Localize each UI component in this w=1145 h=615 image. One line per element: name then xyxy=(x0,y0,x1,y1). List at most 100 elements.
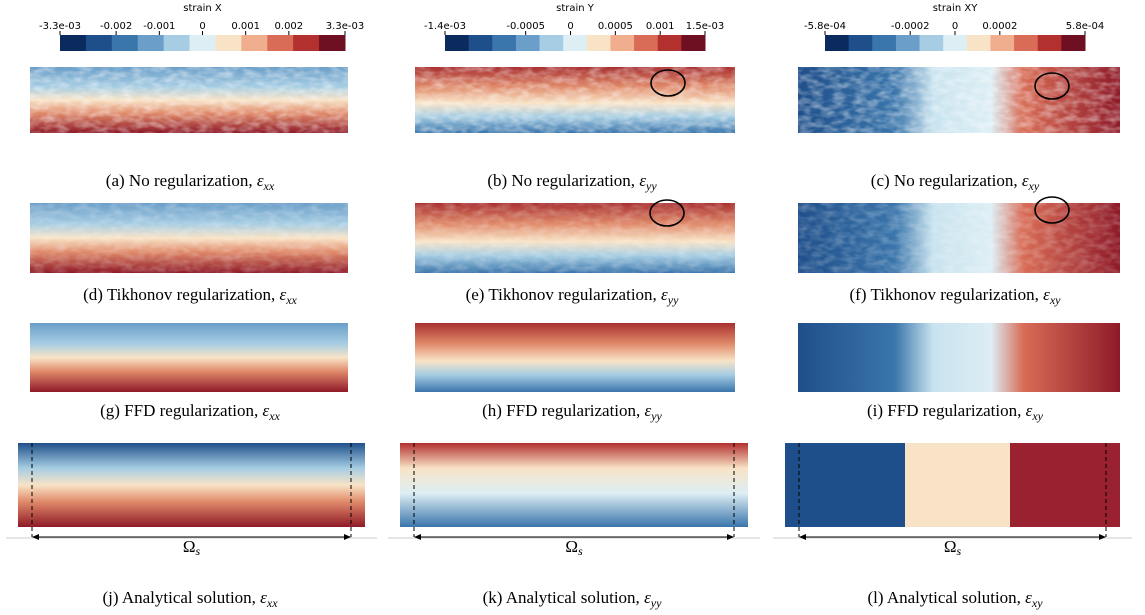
caption: (h) FFD regularization, εyy xyxy=(482,401,662,423)
colorbar-title: strain Y xyxy=(556,3,595,14)
caption-symbol: ε xyxy=(661,285,668,304)
strain-field xyxy=(30,323,348,392)
caption-sub: yy xyxy=(650,409,662,423)
field-noise xyxy=(415,67,735,133)
caption-symbol: ε xyxy=(1025,588,1032,607)
colorbar-swatch xyxy=(943,35,968,51)
caption-sub: xy xyxy=(1028,179,1040,193)
domain-symbol: Ω xyxy=(565,537,578,556)
colorbar-swatch xyxy=(215,35,242,51)
colorbar-swatch xyxy=(848,35,873,51)
caption-text: (e) Tikhonov regularization, xyxy=(466,285,661,304)
caption-text: (a) No regularization, xyxy=(106,171,257,190)
colorbar-tick-label: 0.001 xyxy=(646,21,675,32)
colorbar-swatch xyxy=(1014,35,1039,51)
caption: (j) Analytical solution, εxx xyxy=(102,588,278,610)
caption-sub: xx xyxy=(266,596,278,610)
caption-symbol: ε xyxy=(644,588,651,607)
caption-sub: yy xyxy=(645,179,657,193)
domain-sub: s xyxy=(578,544,583,558)
caption-sub: xx xyxy=(263,179,275,193)
highlight-circle xyxy=(649,199,685,227)
colorbar-tick-label: -3.3e-03 xyxy=(39,21,81,32)
caption: (f) Tikhonov regularization, εxy xyxy=(850,285,1062,307)
caption-symbol: ε xyxy=(639,171,646,190)
colorbar-swatch xyxy=(586,35,611,51)
colorbar-swatch xyxy=(137,35,165,51)
strain-field xyxy=(18,443,365,527)
colorbar-swatch xyxy=(1061,35,1086,51)
caption-text: (i) FFD regularization, xyxy=(867,401,1026,420)
colorbar-swatch xyxy=(445,35,470,51)
caption-sub: xy xyxy=(1031,409,1043,423)
field-noise xyxy=(30,203,348,273)
colorbar-tick-label: -5.8e-04 xyxy=(804,21,846,32)
caption-text: (f) Tikhonov regularization, xyxy=(850,285,1044,304)
colorbar-tick-label: -0.002 xyxy=(100,21,132,32)
colorbar-tick-label: 0.002 xyxy=(275,21,304,32)
domain-sub: s xyxy=(195,544,200,558)
domain-label: Ωs xyxy=(565,537,583,558)
colorbar-tick-label: -0.001 xyxy=(143,21,175,32)
colorbar-title: strain X xyxy=(183,3,222,14)
field-noise xyxy=(415,203,735,273)
domain-label: Ωs xyxy=(944,537,962,558)
colorbar-swatch xyxy=(1037,35,1062,51)
caption: (l) Analytical solution, εxy xyxy=(867,588,1043,610)
caption-symbol: ε xyxy=(257,171,264,190)
domain-sub: s xyxy=(956,544,961,558)
colorbar-tick-label: 0 xyxy=(952,21,958,32)
colorbar-tick-label: 3.3e-03 xyxy=(326,21,364,32)
colorbar-swatch xyxy=(111,35,139,51)
highlight-circle xyxy=(650,69,686,97)
colorbar-swatch xyxy=(563,35,588,51)
colorbar-swatch xyxy=(681,35,706,51)
caption-symbol: ε xyxy=(280,285,287,304)
colorbar-swatch xyxy=(657,35,682,51)
caption-sub: yy xyxy=(667,293,679,307)
strain-field xyxy=(400,443,748,527)
caption: (d) Tikhonov regularization, εxx xyxy=(83,285,297,307)
colorbar-swatch xyxy=(825,35,850,51)
colorbar-swatch xyxy=(267,35,294,51)
colorbar-swatch xyxy=(492,35,517,51)
caption-symbol: ε xyxy=(260,588,267,607)
colorbar-swatch xyxy=(189,35,216,51)
caption-symbol: ε xyxy=(645,401,652,420)
caption: (g) FFD regularization, εxx xyxy=(100,401,280,423)
caption-symbol: ε xyxy=(1026,401,1033,420)
colorbar-tick-label: 0.001 xyxy=(231,21,260,32)
colorbar-swatch xyxy=(85,35,113,51)
caption-sub: xy xyxy=(1049,293,1061,307)
caption-sub: yy xyxy=(650,596,662,610)
colorbar-swatch xyxy=(468,35,493,51)
caption-symbol: ε xyxy=(1043,285,1050,304)
caption-sub: xy xyxy=(1031,596,1043,610)
caption-text: (j) Analytical solution, xyxy=(102,588,260,607)
colorbar-swatch xyxy=(990,35,1015,51)
caption-symbol: ε xyxy=(1022,171,1029,190)
caption-sub: xx xyxy=(268,409,280,423)
caption-text: (d) Tikhonov regularization, xyxy=(83,285,279,304)
colorbar-swatch xyxy=(241,35,268,51)
colorbar-swatch xyxy=(872,35,897,51)
caption: (b) No regularization, εyy xyxy=(487,171,657,193)
colorbar-swatch xyxy=(966,35,991,51)
field-noise xyxy=(30,67,348,133)
caption-sub: xx xyxy=(285,293,297,307)
strain-field xyxy=(415,323,735,392)
domain-symbol: Ω xyxy=(183,537,196,556)
caption: (a) No regularization, εxx xyxy=(106,171,275,193)
caption-text: (c) No regularization, xyxy=(871,171,1022,190)
highlight-circle xyxy=(1034,196,1070,224)
colorbar-swatch xyxy=(163,35,191,51)
colorbar-swatch xyxy=(515,35,541,51)
caption-text: (k) Analytical solution, xyxy=(483,588,644,607)
highlight-circle xyxy=(1034,72,1070,100)
colorbar-swatch xyxy=(539,35,564,51)
colorbar-swatch xyxy=(895,35,921,51)
colorbar-swatch xyxy=(919,35,944,51)
colorbar-swatch xyxy=(60,35,87,51)
colorbar-tick-label: 0 xyxy=(567,21,573,32)
